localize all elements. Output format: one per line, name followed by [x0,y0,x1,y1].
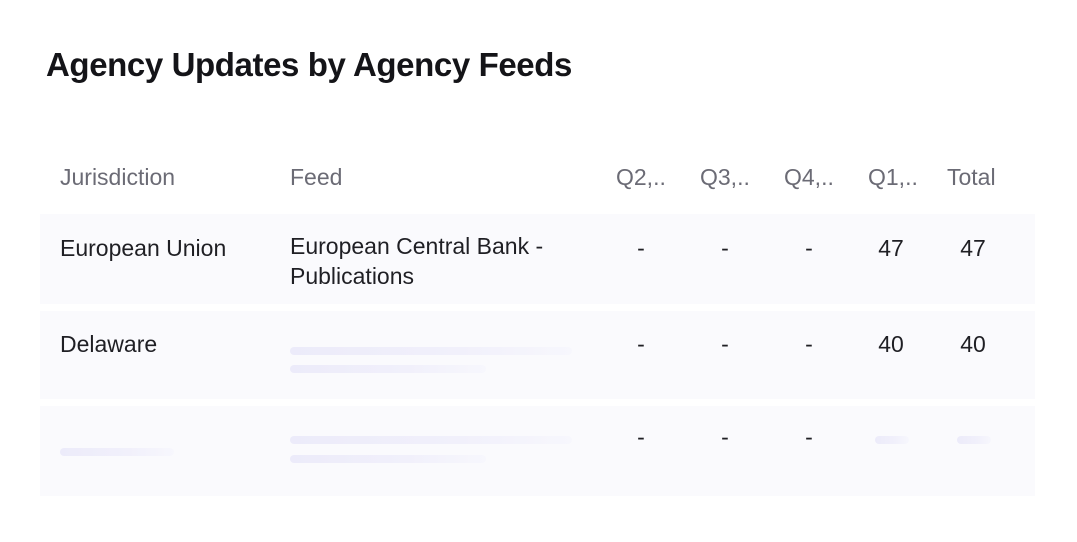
q3-cell: - [721,424,729,450]
feed-loading-placeholder [290,365,486,373]
table-row[interactable]: - - - [40,406,1035,496]
q1-cell: 40 [878,331,904,357]
data-table: Jurisdiction Feed Q2,.. Q3,.. Q4,.. Q1,.… [40,150,1035,503]
feed-loading-placeholder [290,455,486,463]
column-header-jurisdiction[interactable]: Jurisdiction [60,164,176,190]
q2-cell: - [637,331,645,357]
column-header-q4[interactable]: Q4,.. [784,164,834,190]
q3-cell: - [721,235,729,261]
total-loading-placeholder [957,436,991,444]
jurisdiction-cell: Delaware [60,331,158,357]
q1-loading-placeholder [875,436,909,444]
report-title: Agency Updates by Agency Feeds [46,46,572,83]
q3-cell: - [721,331,729,357]
column-header-q3[interactable]: Q3,.. [700,164,750,190]
q4-cell: - [805,424,813,450]
feed-loading-placeholder [290,436,572,444]
table-row[interactable]: Delaware - - - 40 40 [40,311,1035,399]
q1-cell: 47 [878,235,904,261]
table-header: Jurisdiction Feed Q2,.. Q3,.. Q4,.. Q1,.… [40,150,1035,208]
total-cell: 40 [960,331,986,357]
q2-cell: - [637,235,645,261]
column-header-total[interactable]: Total [947,164,996,190]
q2-cell: - [637,424,645,450]
column-header-feed[interactable]: Feed [290,164,343,190]
jurisdiction-loading-placeholder [60,448,174,456]
column-header-q2[interactable]: Q2,.. [616,164,666,190]
feed-cell: European Central Bank - Publications [290,233,544,289]
column-header-q1[interactable]: Q1,.. [868,164,918,190]
q4-cell: - [805,331,813,357]
jurisdiction-cell: European Union [60,235,227,261]
q4-cell: - [805,235,813,261]
feed-loading-placeholder [290,347,572,355]
table-row[interactable]: European Union European Central Bank - P… [40,214,1035,304]
total-cell: 47 [960,235,986,261]
